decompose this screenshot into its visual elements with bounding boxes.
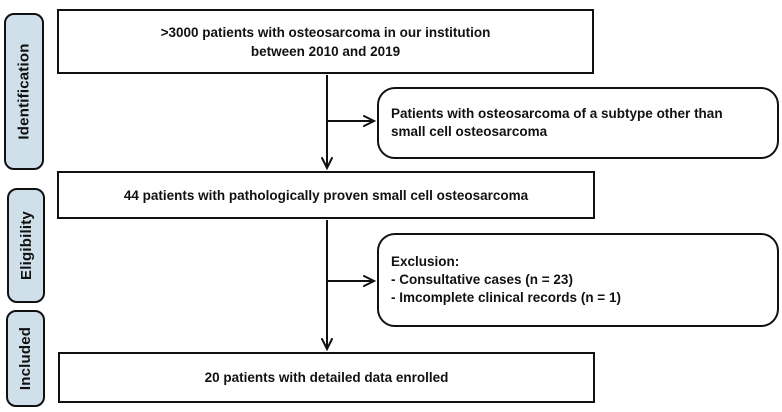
box-eligibility-text: 44 patients with pathologically proven s… (123, 187, 529, 203)
side-box-exclusion-item: - Consultative cases (n = 23) (391, 272, 573, 287)
stage-label-identification-text: Identification (15, 43, 33, 140)
box-identification-line1: >3000 patients with osteosarcoma in our … (160, 24, 491, 40)
box-included: 20 patients with detailed data enrolled (58, 352, 595, 403)
side-box-exclusion: Exclusion: - Consultative cases (n = 23)… (377, 233, 779, 327)
box-identification: >3000 patients with osteosarcoma in our … (57, 9, 594, 74)
box-eligibility: 44 patients with pathologically proven s… (57, 171, 595, 219)
side-box-subtype-excluded: Patients with osteosarcoma of a subtype … (377, 87, 779, 159)
stage-label-included: Included (6, 310, 45, 407)
stage-label-included-text: Included (17, 326, 34, 391)
side-box-subtype-line1: Patients with osteosarcoma of a subtype … (391, 106, 723, 121)
stage-label-eligibility-text: Eligibility (17, 211, 35, 280)
side-box-exclusion-item: - Imcomplete clinical records (n = 1) (391, 290, 621, 305)
side-box-exclusion-title: Exclusion: (391, 254, 460, 269)
stage-label-identification: Identification (4, 13, 44, 170)
stage-label-eligibility: Eligibility (7, 188, 45, 303)
box-included-text: 20 patients with detailed data enrolled (204, 370, 449, 385)
box-identification-line2: between 2010 and 2019 (250, 43, 401, 59)
side-box-subtype-line2: small cell osteosarcoma (391, 124, 548, 139)
